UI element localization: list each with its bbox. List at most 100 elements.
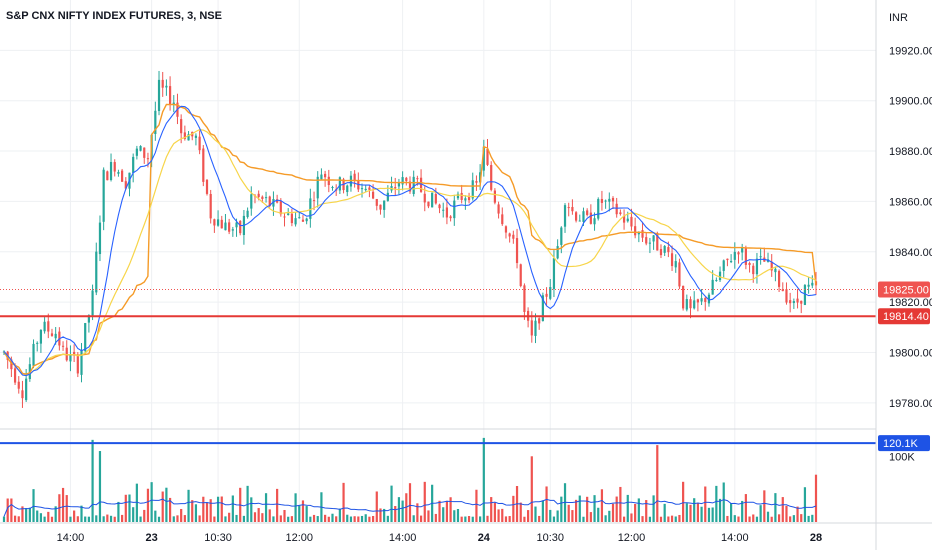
price-tick-label: 19920.00 <box>889 45 932 57</box>
candle-body <box>216 219 220 226</box>
candle-body <box>453 200 456 219</box>
candle-body <box>231 229 234 231</box>
volume-bar <box>39 513 43 522</box>
volume-bar <box>611 503 615 522</box>
candle-body <box>246 210 249 218</box>
candle-body <box>80 349 83 375</box>
volume-bar <box>726 515 729 522</box>
volume-ma-line <box>3 498 817 517</box>
candle-body <box>482 146 485 171</box>
volume-bar <box>172 516 175 522</box>
volume-bar <box>287 516 290 522</box>
currency-label[interactable]: INR <box>889 12 908 24</box>
volume-bar <box>652 495 655 522</box>
volume-bar <box>552 516 556 522</box>
candle-body <box>43 321 46 332</box>
candle-body <box>619 212 622 215</box>
price-tick-label: 19860.00 <box>889 196 932 208</box>
candle-body <box>109 162 113 181</box>
candle-body <box>704 298 707 302</box>
candle-body <box>87 315 90 323</box>
candle-body <box>508 233 511 237</box>
volume-bar <box>656 445 659 522</box>
volume-bar <box>47 511 50 522</box>
volume-bar <box>670 515 674 522</box>
volume-bar <box>187 489 190 522</box>
candle-body <box>670 253 674 267</box>
volume-bar <box>512 495 515 522</box>
volume-bar <box>390 485 393 522</box>
volume-bar <box>560 496 563 522</box>
candle-body <box>371 191 375 199</box>
candle-body <box>124 181 127 189</box>
candle-body <box>257 193 260 197</box>
volume-bar <box>604 515 607 522</box>
volume-bar <box>479 516 482 522</box>
candle-body <box>143 147 146 158</box>
candle-body <box>615 203 618 215</box>
volume-bar <box>10 498 13 522</box>
volume-bar <box>641 516 644 522</box>
volume-bar <box>704 486 707 522</box>
candles <box>2 70 818 408</box>
volume-bar <box>279 515 282 522</box>
candle-body <box>486 149 489 165</box>
candle-body <box>456 193 460 199</box>
candle-body <box>213 219 216 226</box>
candle-body <box>21 390 24 399</box>
time-tick-label: 28 <box>810 532 822 544</box>
volume-bar <box>538 515 541 522</box>
candle-body <box>368 187 371 190</box>
candle-body <box>608 198 611 202</box>
volume-bar <box>423 481 426 522</box>
candle-body <box>316 176 319 199</box>
fast-ma-line <box>3 105 817 377</box>
volume-bar <box>486 515 489 522</box>
candle-body <box>578 220 581 222</box>
volume-bar <box>117 501 120 522</box>
volume-bar <box>648 516 652 522</box>
candle-body <box>394 187 397 189</box>
volume-bar <box>589 512 592 522</box>
volume-bar <box>316 516 319 522</box>
candle-body <box>648 242 652 244</box>
volume-bar <box>32 489 35 522</box>
time-tick-label: 12:00 <box>286 532 314 544</box>
candle-body <box>475 181 478 183</box>
volume-bar <box>582 516 585 522</box>
candle-body <box>10 359 13 370</box>
candle-body <box>419 177 423 192</box>
candle-body <box>438 204 441 209</box>
candle-body <box>777 270 781 287</box>
volume-bar <box>375 491 378 522</box>
volume-bar <box>353 516 356 522</box>
horizontal-levels[interactable] <box>0 289 876 445</box>
candle-body <box>324 173 327 178</box>
candle-body <box>327 176 330 186</box>
candle-body <box>209 193 212 219</box>
volume-bar <box>6 498 9 522</box>
candle-body <box>552 258 556 289</box>
volume-bar <box>497 509 500 522</box>
volume-bar <box>803 487 807 522</box>
volume-bar <box>146 488 150 522</box>
candle-body <box>759 256 762 258</box>
candle-body <box>626 218 629 222</box>
volume-bar <box>168 497 172 522</box>
volume-bar <box>718 498 722 522</box>
volume-bar <box>634 503 637 522</box>
volume-bar <box>36 510 39 522</box>
candle-body <box>726 258 729 261</box>
price-tick-label: 19820.00 <box>889 297 932 309</box>
volume-bar <box>298 505 301 522</box>
volume-bar <box>467 516 471 522</box>
candle-body <box>165 85 168 88</box>
candle-body <box>309 198 312 219</box>
candle-body <box>730 261 733 263</box>
grid-lines <box>0 0 876 522</box>
volume-bar <box>696 503 699 522</box>
volume-bar <box>482 437 485 522</box>
volume-bar <box>593 495 596 522</box>
candle-body <box>61 345 65 347</box>
